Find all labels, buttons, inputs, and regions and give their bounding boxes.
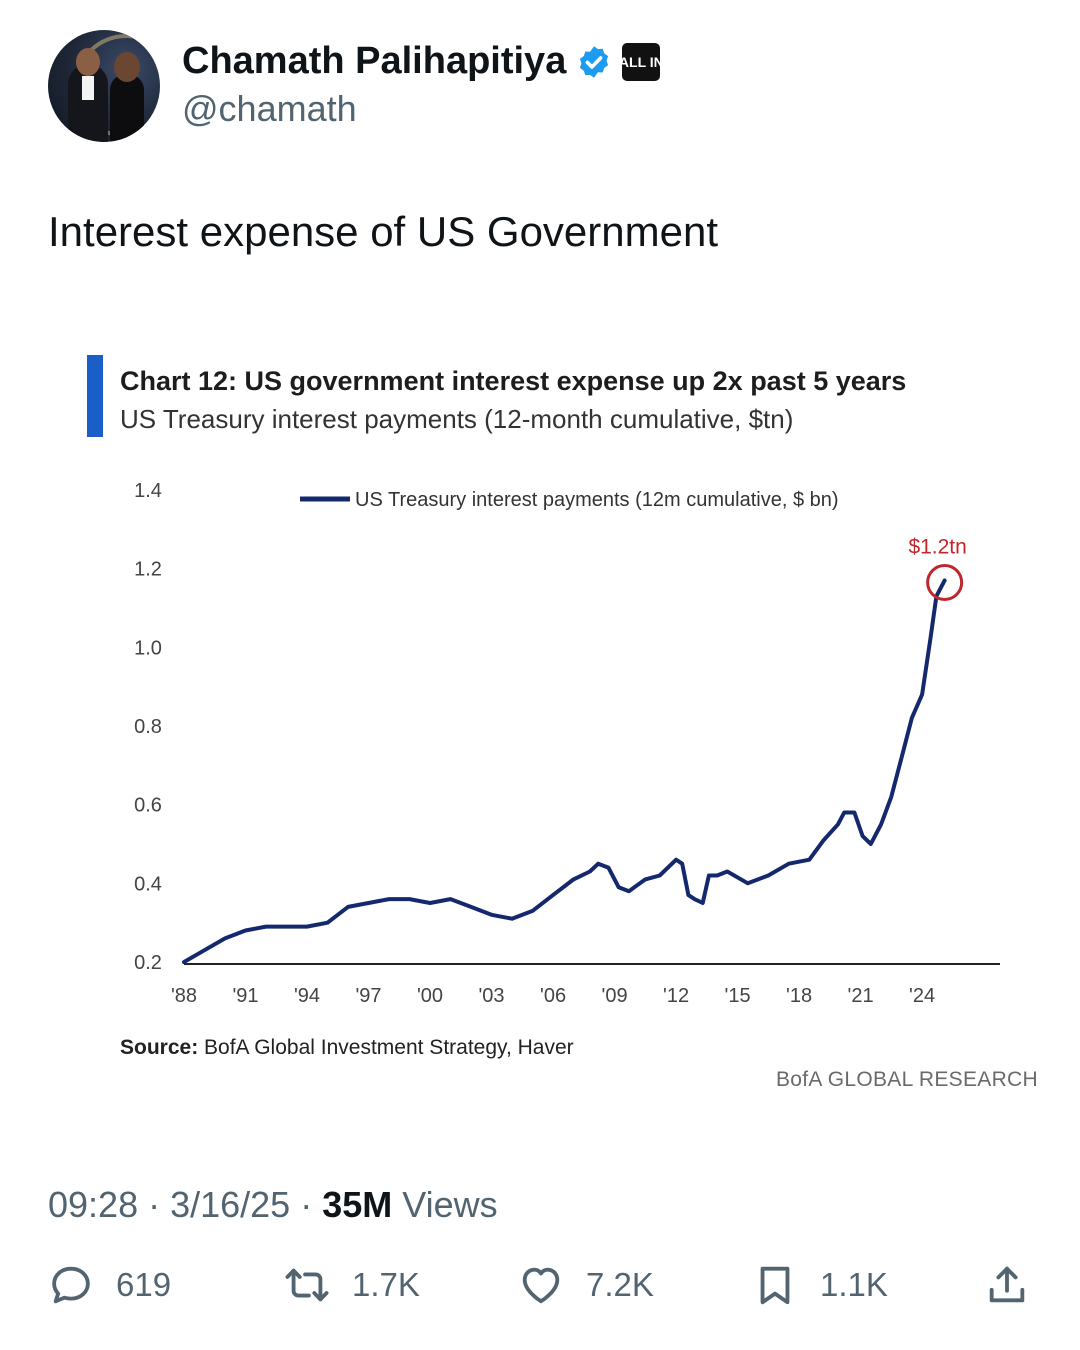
x-tick-label: '12 [663,985,689,1007]
legend-label: US Treasury interest payments (12m cumul… [355,489,839,511]
reply-count: 619 [116,1266,172,1303]
verified-badge-icon [580,45,609,78]
chart-subtitle: US Treasury interest payments (12-month … [120,404,794,434]
y-tick-label: 0.8 [134,716,162,738]
like-button[interactable]: 7.2K [518,1262,654,1308]
action-bar: 619 1.7K 7.2K 1.1K [0,1262,1080,1312]
annotation-label: $1.2tn [908,535,966,558]
repost-count: 1.7K [352,1266,420,1303]
like-count: 7.2K [586,1266,654,1303]
chart-title: Chart 12: US government interest expense… [120,366,907,396]
reply-button[interactable]: 619 [48,1262,171,1308]
share-icon [989,1266,1025,1303]
share-button[interactable] [984,1262,1030,1308]
source-label: Source: [120,1036,199,1059]
x-tick-label: '03 [478,985,504,1007]
affiliate-badge-text: ALL IN [618,53,664,70]
chart-accent-bar [87,355,103,437]
bookmark-count: 1.1K [820,1266,888,1303]
y-tick-label: 0.2 [134,952,162,974]
affiliate-badge[interactable]: ALL IN [619,42,664,81]
chart-source: Source: BofA Global Investment Strategy,… [120,1036,574,1060]
y-tick-label: 1.2 [134,559,162,581]
series-line [182,578,947,964]
y-tick-label: 0.6 [134,795,162,817]
x-tick-label: '00 [417,985,443,1007]
author-handle[interactable]: @chamath [182,88,357,129]
x-tick-label: '15 [725,985,751,1007]
reply-icon [52,1266,90,1304]
tweet-text: Interest expense of US Government [48,208,719,255]
x-tick-label: '18 [786,985,812,1007]
bookmark-button[interactable]: 1.1K [752,1262,888,1308]
brand-label: BofA GLOBAL RESEARCH [776,1068,1038,1091]
annotation-circle [926,563,964,601]
repost-icon [285,1268,329,1302]
x-tick-label: '06 [540,985,566,1007]
chart-image[interactable]: Chart 12: US government interest expense… [0,340,1080,1120]
author-name[interactable]: Chamath Palihapitiya [182,40,567,82]
author-name-row[interactable]: Chamath Palihapitiya ALL IN [182,40,664,83]
y-tick-label: 1.0 [134,637,162,659]
x-tick-label: '21 [848,985,874,1007]
y-tick-label: 1.4 [134,480,162,502]
y-tick-label: 0.4 [134,873,162,895]
views-label: Views [392,1184,498,1225]
tweet-date[interactable]: 3/16/25 [170,1184,291,1225]
x-tick-label: '97 [355,985,381,1007]
tweet-time[interactable]: 09:28 [48,1184,139,1225]
source-text: BofA Global Investment Strategy, Haver [198,1036,574,1059]
like-icon [522,1267,560,1304]
bookmark-icon [760,1266,790,1305]
avatar[interactable] [48,30,160,142]
repost-button[interactable]: 1.7K [284,1262,420,1308]
x-tick-label: '24 [909,985,935,1007]
line-chart: 0.2 0.4 0.6 0.8 1.0 1.2 1.4 '88 '91 '94 '97 '00 '03 '… [134,480,1000,1007]
x-tick-label: '88 [171,985,197,1007]
tweet-meta: 09:28 · 3/16/25 · 35M Views [48,1184,498,1225]
views-count: 35M [322,1184,393,1225]
x-tick-label: '94 [294,985,320,1007]
x-tick-label: '91 [232,985,258,1007]
x-tick-label: '09 [602,985,628,1007]
